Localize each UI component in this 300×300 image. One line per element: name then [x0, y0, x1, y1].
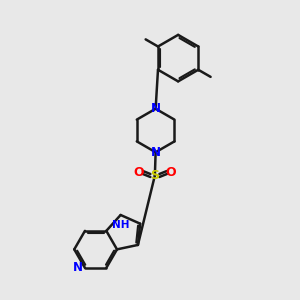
Text: S: S — [150, 169, 159, 182]
Text: O: O — [134, 166, 144, 179]
Text: N: N — [151, 146, 160, 159]
Text: N: N — [151, 102, 160, 115]
Text: O: O — [165, 166, 176, 179]
Text: N: N — [73, 261, 83, 274]
Text: NH: NH — [112, 220, 129, 230]
